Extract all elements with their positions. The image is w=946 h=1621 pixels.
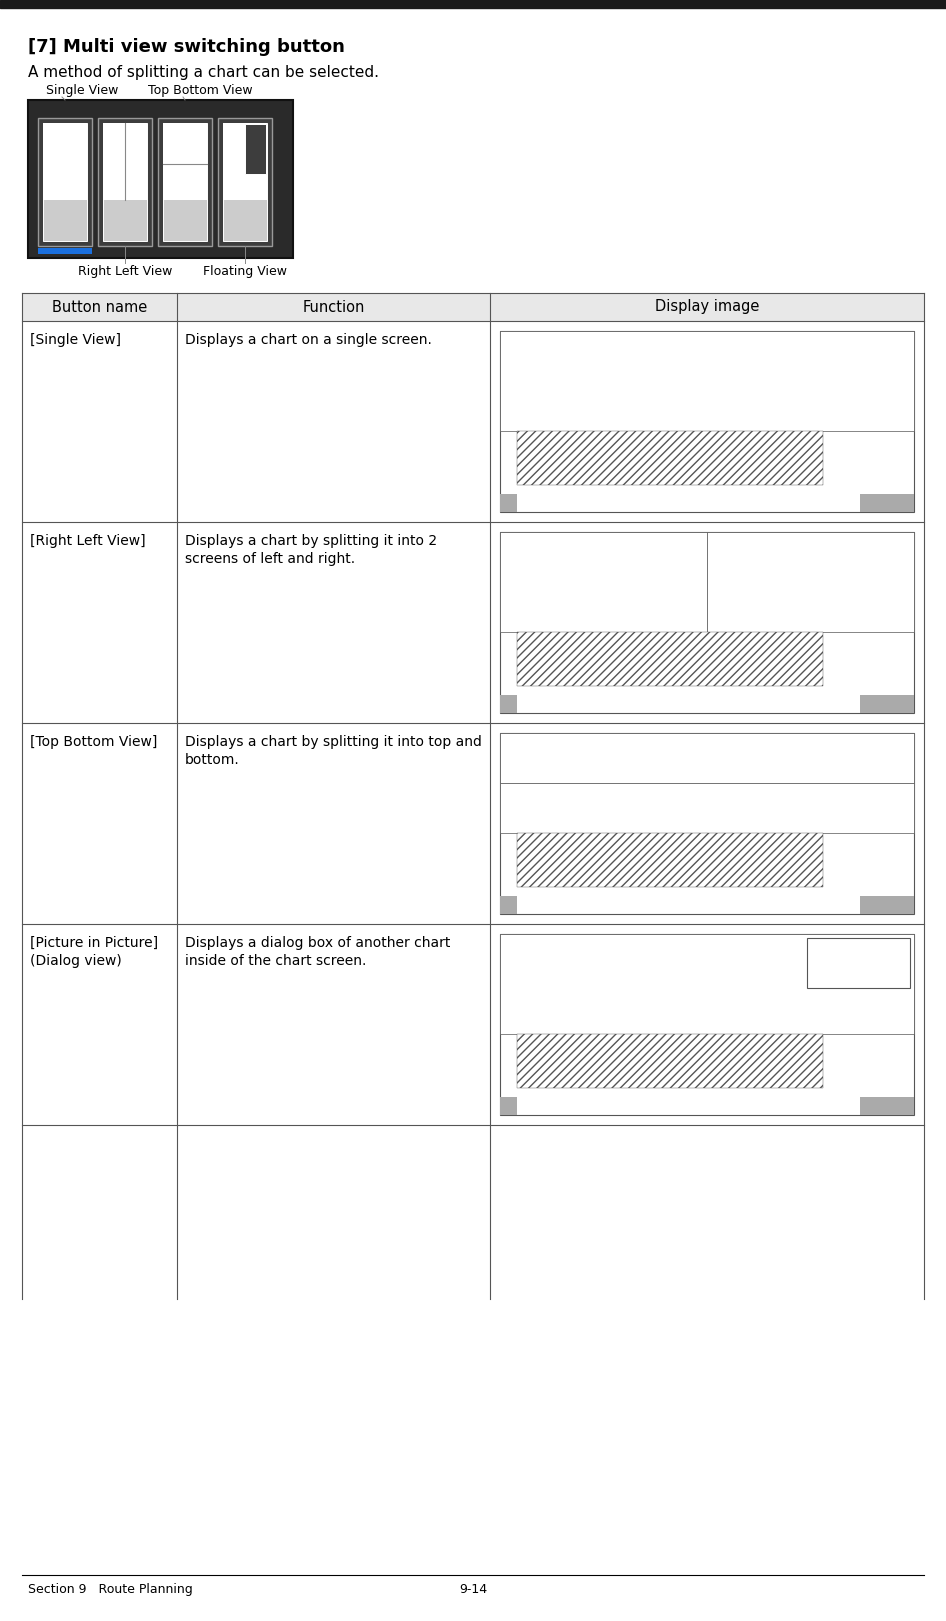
Bar: [223, 123, 267, 242]
Text: Right Left View: Right Left View: [78, 264, 172, 277]
Text: Display image: Display image: [655, 300, 760, 314]
Bar: [500, 695, 517, 713]
Bar: [517, 1034, 823, 1088]
Bar: [500, 331, 914, 512]
Bar: [860, 896, 914, 914]
Bar: [163, 123, 207, 242]
Bar: [500, 1097, 517, 1115]
Bar: [500, 783, 914, 833]
Text: [Single View]: [Single View]: [30, 332, 121, 347]
Bar: [0, 0, 946, 8]
Text: Top Bottom View: Top Bottom View: [148, 84, 253, 97]
Text: screens of left and right.: screens of left and right.: [185, 553, 355, 566]
Bar: [500, 733, 914, 914]
Bar: [103, 123, 147, 199]
Bar: [43, 123, 87, 242]
Bar: [517, 632, 823, 686]
Bar: [860, 494, 914, 512]
Bar: [500, 494, 517, 512]
Bar: [158, 118, 212, 246]
Text: Displays a chart on a single screen.: Displays a chart on a single screen.: [185, 332, 432, 347]
Text: [Picture in Picture]: [Picture in Picture]: [30, 935, 158, 950]
Bar: [517, 431, 823, 485]
Bar: [860, 1097, 914, 1115]
Text: [7] Multi view switching button: [7] Multi view switching button: [28, 37, 345, 57]
Text: Single View: Single View: [46, 84, 118, 97]
Text: Displays a chart by splitting it into 2: Displays a chart by splitting it into 2: [185, 533, 437, 548]
Bar: [98, 118, 152, 246]
Bar: [38, 118, 92, 246]
Bar: [103, 123, 147, 242]
Bar: [860, 695, 914, 713]
Bar: [38, 248, 92, 254]
Bar: [218, 118, 272, 246]
Text: [Top Bottom View]: [Top Bottom View]: [30, 734, 157, 749]
Bar: [245, 123, 266, 173]
Text: A method of splitting a chart can be selected.: A method of splitting a chart can be sel…: [28, 65, 379, 79]
Bar: [517, 833, 823, 887]
Bar: [807, 939, 910, 987]
Text: (Dialog view): (Dialog view): [30, 955, 122, 968]
Text: inside of the chart screen.: inside of the chart screen.: [185, 955, 366, 968]
Bar: [22, 293, 924, 321]
Bar: [500, 934, 914, 1034]
Bar: [223, 123, 267, 199]
Text: [Right Left View]: [Right Left View]: [30, 533, 146, 548]
Bar: [43, 123, 87, 199]
Bar: [500, 934, 914, 1115]
Bar: [500, 896, 517, 914]
Text: Button name: Button name: [52, 300, 148, 314]
Bar: [28, 101, 293, 258]
Bar: [500, 532, 914, 713]
Bar: [500, 733, 914, 783]
Bar: [500, 532, 707, 632]
Bar: [500, 331, 914, 431]
Text: Function: Function: [303, 300, 365, 314]
Text: Section 9   Route Planning: Section 9 Route Planning: [28, 1584, 193, 1597]
Bar: [707, 532, 914, 632]
Bar: [163, 123, 207, 199]
Text: Displays a chart by splitting it into top and: Displays a chart by splitting it into to…: [185, 734, 482, 749]
Text: 9-14: 9-14: [459, 1584, 487, 1597]
Text: Displays a dialog box of another chart: Displays a dialog box of another chart: [185, 935, 450, 950]
Text: bottom.: bottom.: [185, 754, 239, 767]
Text: Floating View: Floating View: [203, 264, 287, 277]
